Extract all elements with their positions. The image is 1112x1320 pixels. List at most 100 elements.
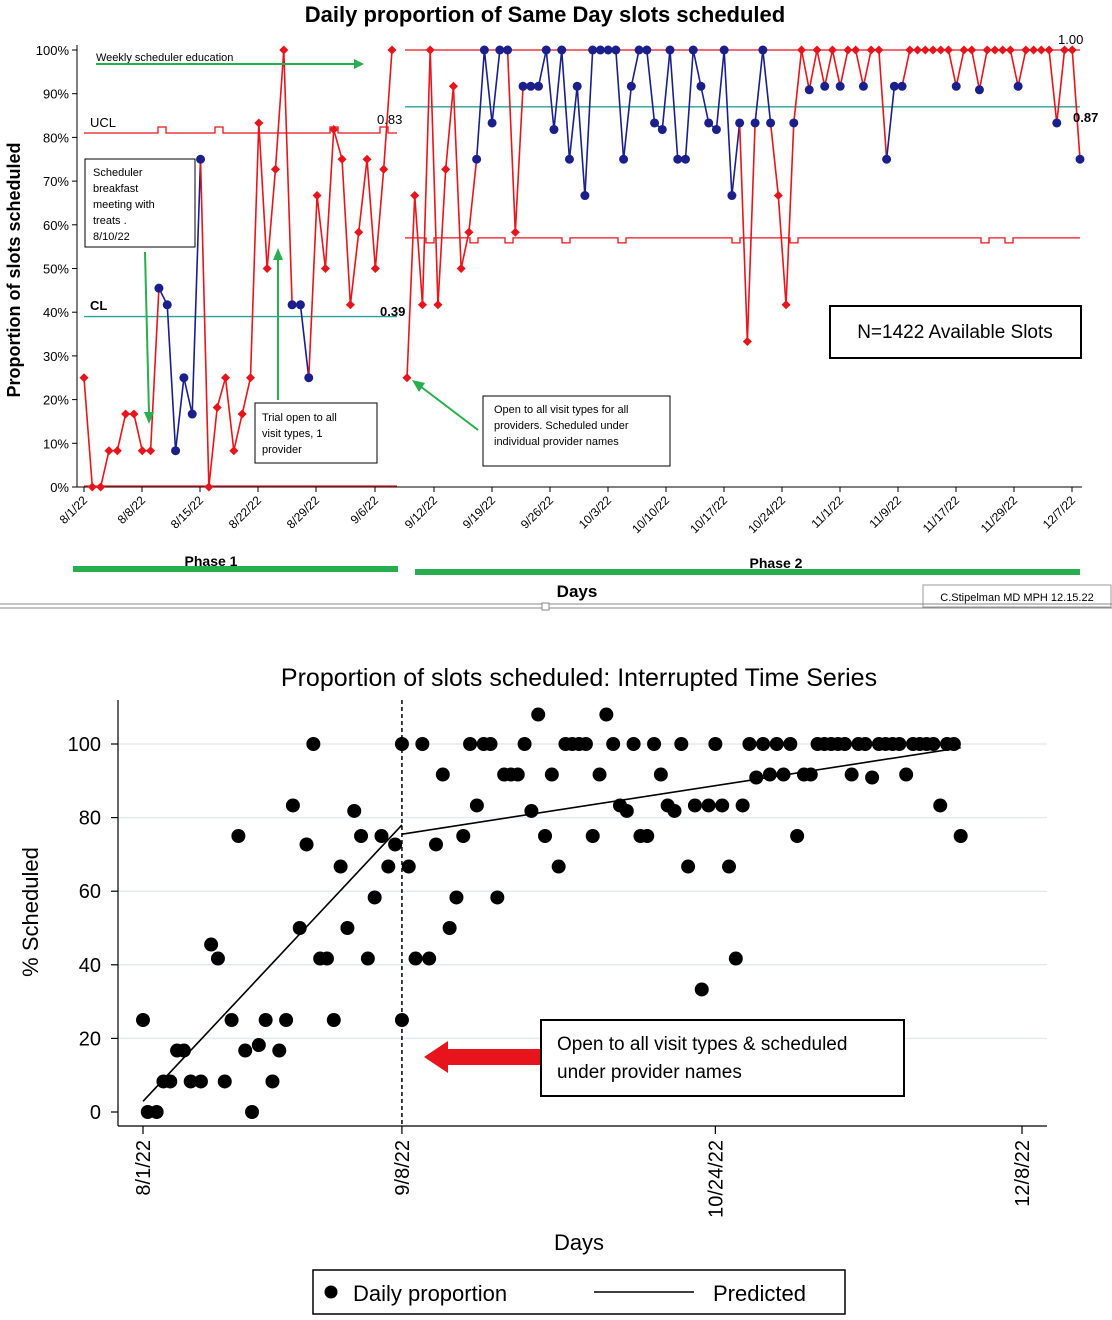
phase1-point (196, 154, 206, 164)
data-point (183, 1074, 198, 1089)
x-tick-label: 10/10/22 (629, 493, 672, 536)
data-point (149, 1105, 164, 1119)
data-point (388, 837, 403, 852)
phase2-point (750, 118, 760, 128)
data-point (667, 803, 682, 818)
phase2-point (820, 81, 830, 91)
its-y-axis: 0 20 40 60 80 100 (68, 700, 119, 1126)
phase2-point (634, 45, 644, 55)
phase1-segment (349, 232, 360, 305)
data-point (578, 737, 593, 751)
data-point (354, 829, 369, 843)
phase2-segment (622, 86, 633, 160)
x-tick-label: 11/29/22 (978, 493, 1021, 536)
phase1-point (295, 300, 305, 310)
x-tick-label: 8/1/22 (133, 1140, 155, 1196)
x-tick-label: 11/17/22 (920, 493, 963, 536)
phase2-point (588, 45, 598, 55)
phase1-point (279, 45, 289, 55)
y-tick-label: 70% (43, 174, 69, 189)
phase2-point (650, 118, 660, 128)
its-annotation-box (540, 1019, 905, 1097)
phase2-point (495, 45, 505, 55)
phase1-point (387, 45, 397, 55)
phase1-point (79, 373, 89, 383)
data-point (865, 770, 880, 785)
phase2-point (858, 81, 868, 91)
data-point (749, 770, 764, 785)
phase2-point (1021, 45, 1031, 55)
phase2-point (1044, 45, 1054, 55)
data-point (715, 798, 730, 813)
x-tick-label: 10/3/22 (576, 493, 614, 531)
data-point (517, 737, 532, 751)
cl-label: CL (90, 298, 107, 313)
phase1-segment (224, 377, 235, 451)
open-arrow (419, 385, 479, 431)
phase1-point (146, 446, 156, 456)
y-tick-label: 50% (43, 262, 69, 277)
phase2-point (603, 45, 613, 55)
x-tick-label: 8/1/22 (57, 493, 91, 527)
data-point (490, 890, 505, 905)
x-tick-label: 8/29/22 (284, 493, 322, 531)
phase2-point (727, 191, 737, 201)
phase1-point (345, 300, 355, 310)
phase2-point (580, 191, 590, 201)
credit-text: C.Stipelman MD MPH 12.15.22 (940, 592, 1093, 604)
its-x-axis: 8/1/22 9/8/22 10/24/22 12/8/22 (118, 700, 1047, 1218)
data-point (551, 859, 566, 874)
data-point (231, 829, 246, 843)
phase1-segment (307, 195, 318, 378)
phase2-segment (576, 86, 586, 196)
phase2-point (696, 81, 706, 91)
phase2-point (711, 125, 721, 135)
trial-annotation-box (254, 402, 378, 464)
y-tick-label: 90% (43, 87, 69, 102)
phase2-segment (553, 49, 563, 130)
phase2-segment (762, 49, 772, 124)
phase2-point (789, 118, 799, 128)
credit-box (922, 584, 1112, 608)
data-point (510, 767, 525, 782)
phase1-point (229, 446, 239, 456)
phase2-point (688, 45, 698, 55)
phase1-segment (233, 413, 243, 451)
x-tick-label: 10/17/22 (687, 493, 730, 536)
phase2-segment (506, 49, 517, 233)
data-point (442, 921, 457, 935)
data-point (585, 829, 600, 843)
data-point (299, 837, 314, 852)
data-point (456, 829, 471, 843)
phase2-segment (754, 49, 764, 124)
data-point (756, 737, 771, 751)
data-point (319, 951, 334, 966)
data-point (381, 859, 396, 874)
legend-label-predicted: Predicted (713, 1281, 806, 1306)
phase2-point (526, 81, 536, 91)
phase1-segment (274, 49, 285, 170)
x-tick-label: 9/12/22 (402, 493, 440, 531)
data-point (483, 737, 498, 751)
y-tick-label: 40 (79, 955, 101, 977)
phase2-point (796, 45, 807, 55)
data-point (687, 798, 702, 813)
phase2-point (905, 45, 915, 55)
data-point (193, 1074, 208, 1089)
phase1-point (245, 373, 256, 383)
its-predicted-lines (142, 746, 961, 1102)
legend-label-points: Daily proportion (353, 1281, 507, 1306)
phase2-segment (1009, 49, 1019, 87)
y-tick-label: 100% (36, 43, 70, 58)
phase1-segment (374, 169, 385, 269)
n-annotation-box (829, 305, 1082, 359)
data-point (224, 1013, 239, 1027)
open-line-1: Open to all visit types for all (494, 404, 629, 416)
phase2-point (766, 118, 776, 128)
data-point (728, 951, 743, 966)
phase1-segment (174, 377, 185, 451)
phase1-point (104, 446, 114, 456)
phase1-point (337, 154, 347, 164)
phase2-segment (406, 195, 416, 378)
